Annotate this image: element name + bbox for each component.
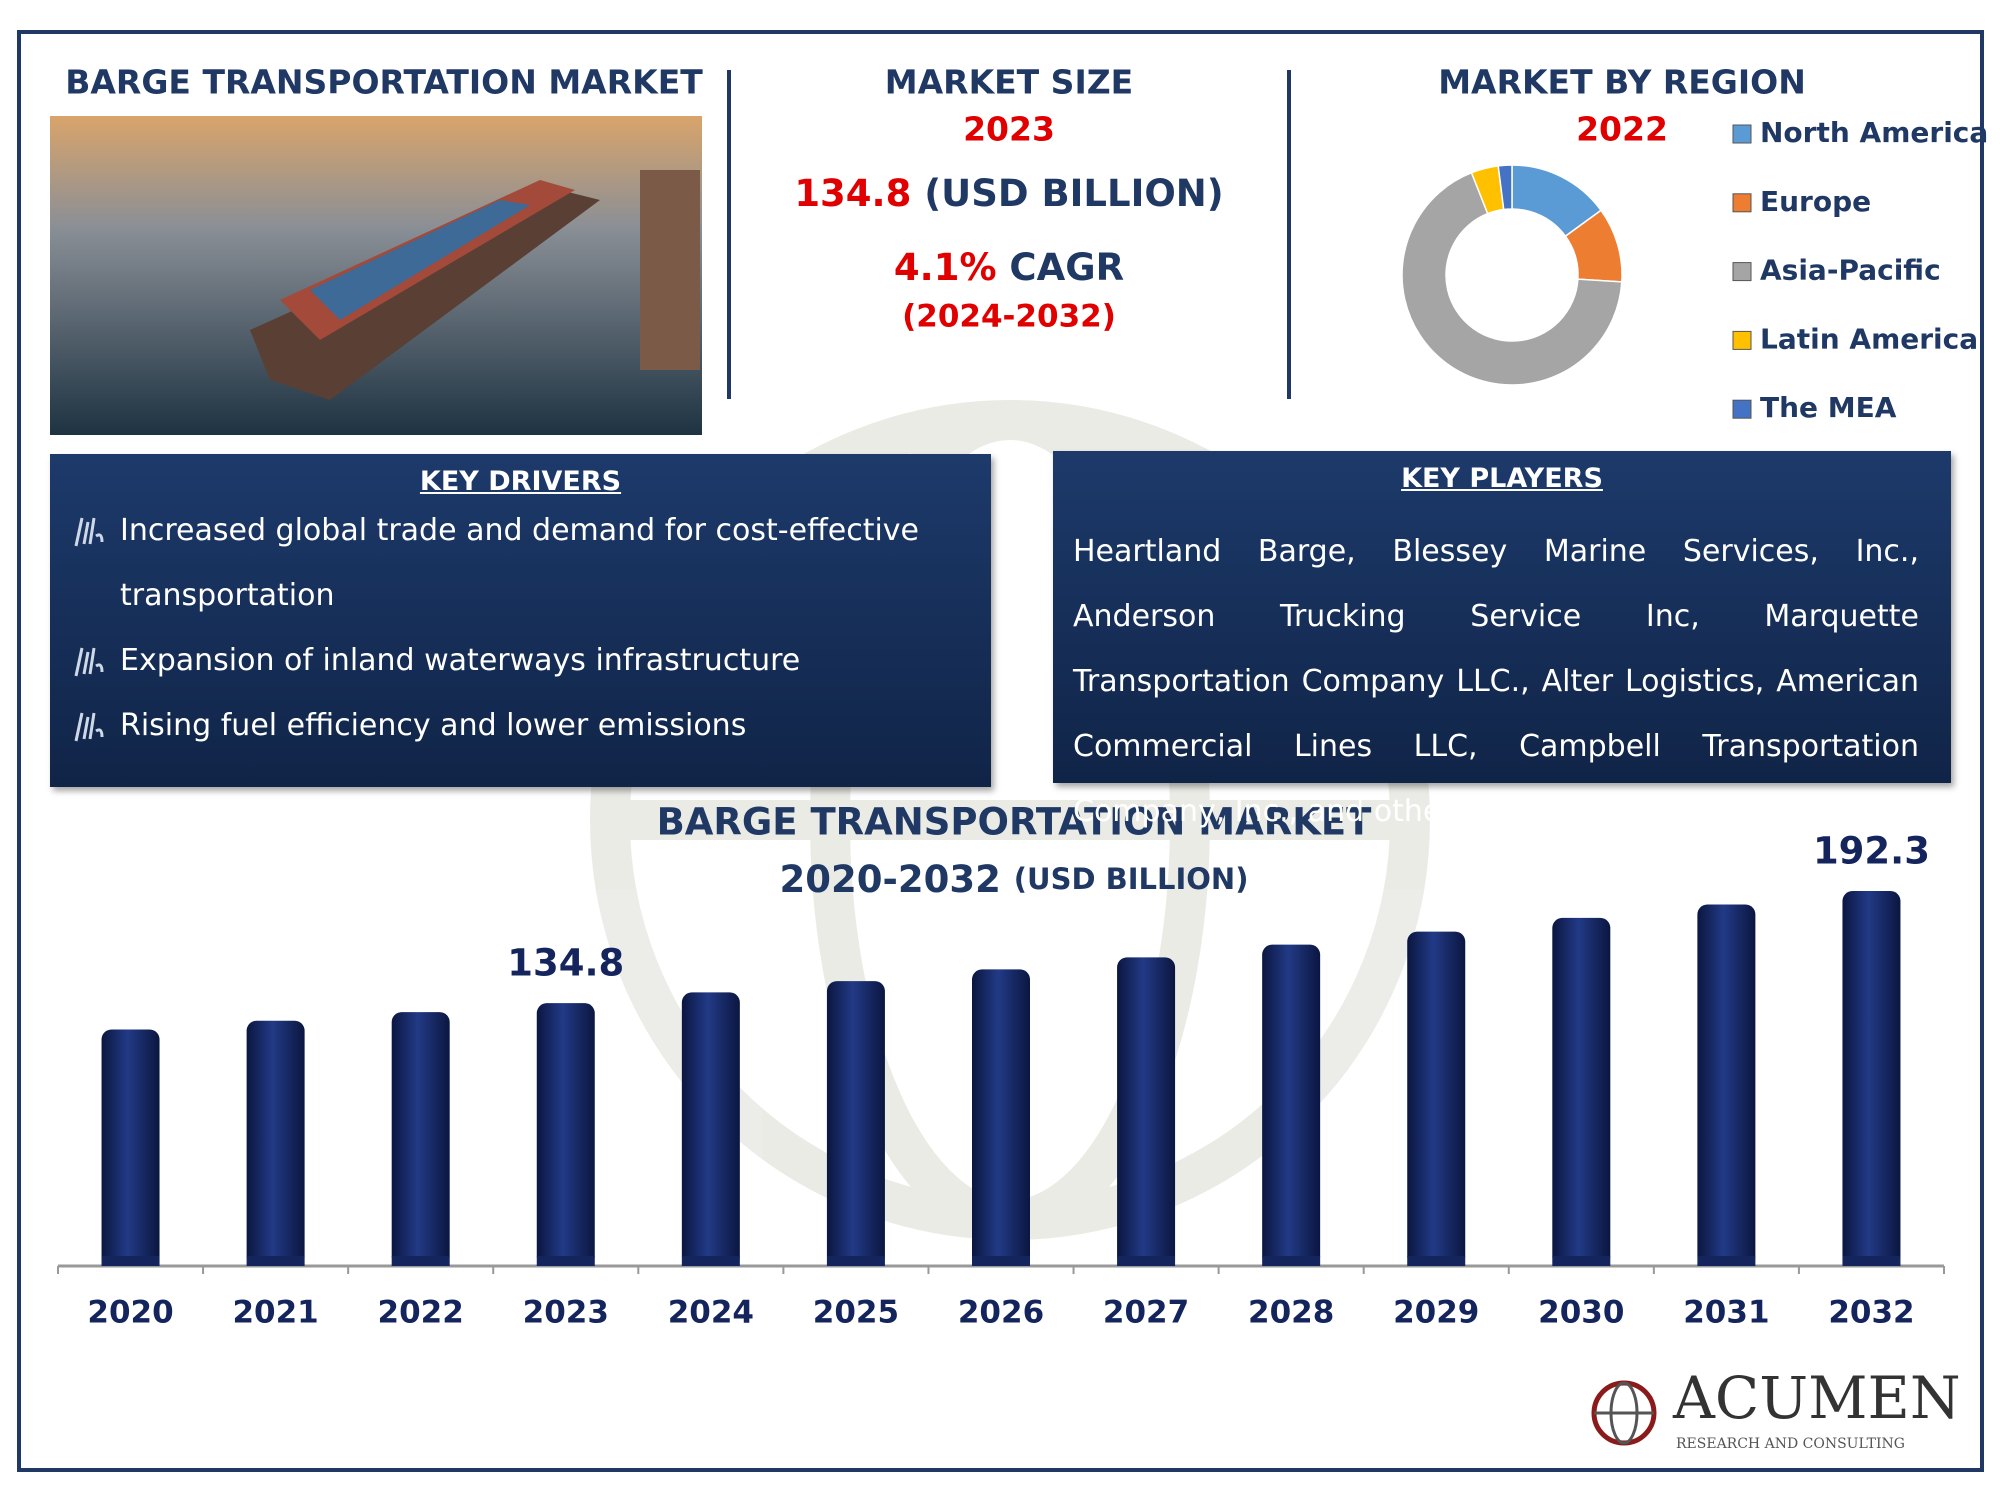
driver-text: Increased global trade and demand for co… xyxy=(120,513,919,613)
bar-base xyxy=(391,1256,450,1266)
legend-label: Europe xyxy=(1760,185,1871,218)
market-size-title: MARKET SIZE xyxy=(885,63,1133,102)
legend-swatch xyxy=(1732,124,1752,144)
legend-label: Asia-Pacific xyxy=(1760,254,1941,287)
bullet-icon xyxy=(74,517,104,547)
bar-base xyxy=(681,1256,740,1266)
value-label: 134.8 xyxy=(507,942,624,985)
market-size-year: 2023 xyxy=(963,110,1055,149)
cagr-value: 4.1% xyxy=(894,246,997,289)
bar xyxy=(1842,891,1901,1266)
region-title: MARKET BY REGION xyxy=(1438,63,1806,102)
driver-item: Expansion of inland waterways infrastruc… xyxy=(74,628,920,693)
driver-text: Expansion of inland waterways infrastruc… xyxy=(120,643,801,678)
ship-photo xyxy=(50,116,702,435)
header-title: BARGE TRANSPORTATION MARKET xyxy=(65,63,703,102)
bar-base xyxy=(1262,1256,1321,1266)
bar-base xyxy=(1842,1256,1901,1266)
bar xyxy=(826,981,885,1266)
bar-base xyxy=(1117,1256,1176,1266)
bar xyxy=(246,1020,305,1266)
x-tick-label: 2030 xyxy=(1538,1295,1624,1331)
cagr: 4.1% CAGR xyxy=(894,246,1124,289)
key-drivers-box: KEY DRIVERS Increased global trade and d… xyxy=(50,454,991,787)
region-year: 2022 xyxy=(1576,110,1668,149)
chart-subtitle: 2020-2032 (USD BILLION) xyxy=(780,858,1249,901)
bar-base xyxy=(826,1256,885,1266)
bar xyxy=(391,1012,450,1266)
logo-name: ACUMEN xyxy=(1672,1364,1961,1432)
unit: (USD BILLION) xyxy=(924,172,1223,215)
legend-swatch xyxy=(1732,262,1752,282)
subtitle: 2020-2032 xyxy=(780,858,1001,901)
key-players-text: Heartland Barge, Blessey Marine Services… xyxy=(1073,534,1919,829)
x-tick-label: 2021 xyxy=(232,1295,318,1331)
bar xyxy=(972,969,1030,1266)
bullet-icon xyxy=(74,712,104,742)
driver-item: Increased global trade and demand for co… xyxy=(74,498,920,628)
x-tick-label: 2024 xyxy=(668,1295,754,1331)
bullet-icon xyxy=(74,647,104,677)
market-size-value: 134.8 (USD BILLION) xyxy=(794,172,1223,215)
bar xyxy=(536,1003,595,1266)
chart-title: BARGE TRANSPORTATION MARKET xyxy=(657,801,1373,844)
x-tick-label: 2031 xyxy=(1683,1295,1769,1331)
bar xyxy=(101,1029,160,1266)
x-tick-label: 2027 xyxy=(1103,1295,1189,1331)
outer-border xyxy=(17,30,1984,1472)
driver-item: Rising fuel efficiency and lower emissio… xyxy=(74,693,920,758)
x-tick-label: 2020 xyxy=(87,1295,173,1331)
bar-base xyxy=(246,1256,305,1266)
bar xyxy=(1262,944,1321,1266)
bar-base xyxy=(101,1256,160,1266)
legend-label: The MEA xyxy=(1760,391,1897,424)
x-tick-label: 2028 xyxy=(1248,1295,1334,1331)
cagr-period: (2024-2032) xyxy=(902,299,1116,335)
key-drivers-title: KEY DRIVERS xyxy=(419,466,622,497)
bar xyxy=(1552,917,1611,1266)
legend-swatch xyxy=(1732,399,1752,419)
legend-swatch xyxy=(1732,330,1752,350)
x-tick-label: 2025 xyxy=(813,1295,899,1331)
cagr-label: CAGR xyxy=(1009,246,1124,289)
unit: (USD BILLION) xyxy=(1014,862,1249,896)
bar xyxy=(1407,931,1466,1266)
x-tick-label: 2032 xyxy=(1828,1295,1914,1331)
bar xyxy=(681,992,740,1266)
logo: ACUMEN RESEARCH AND CONSULTING xyxy=(1591,1364,1961,1452)
donut-slice xyxy=(1401,171,1623,386)
donut-slice xyxy=(1497,164,1513,211)
bar-base xyxy=(972,1256,1030,1266)
key-players-title: KEY PLAYERS xyxy=(1401,463,1603,494)
bar-base xyxy=(1697,1256,1756,1266)
x-tick-label: 2026 xyxy=(958,1295,1044,1331)
driver-text: Rising fuel efficiency and lower emissio… xyxy=(120,708,747,743)
x-tick-label: 2029 xyxy=(1393,1295,1479,1331)
x-tick-label: 2023 xyxy=(523,1295,609,1331)
bar-base xyxy=(1552,1256,1611,1266)
bar xyxy=(1117,957,1176,1266)
legend-label: North America xyxy=(1760,116,1988,149)
bar-base xyxy=(1407,1256,1466,1266)
bar-base xyxy=(536,1256,595,1266)
bar xyxy=(1697,904,1756,1266)
legend-swatch xyxy=(1732,193,1752,213)
value-label: 192.3 xyxy=(1813,830,1930,873)
legend-label: Latin America xyxy=(1760,322,1978,355)
key-players-box: KEY PLAYERS Heartland Barge, Blessey Mar… xyxy=(1053,451,1951,829)
value: 134.8 xyxy=(794,172,911,215)
logo-tagline: RESEARCH AND CONSULTING xyxy=(1676,1436,1905,1452)
x-tick-label: 2022 xyxy=(378,1295,464,1331)
